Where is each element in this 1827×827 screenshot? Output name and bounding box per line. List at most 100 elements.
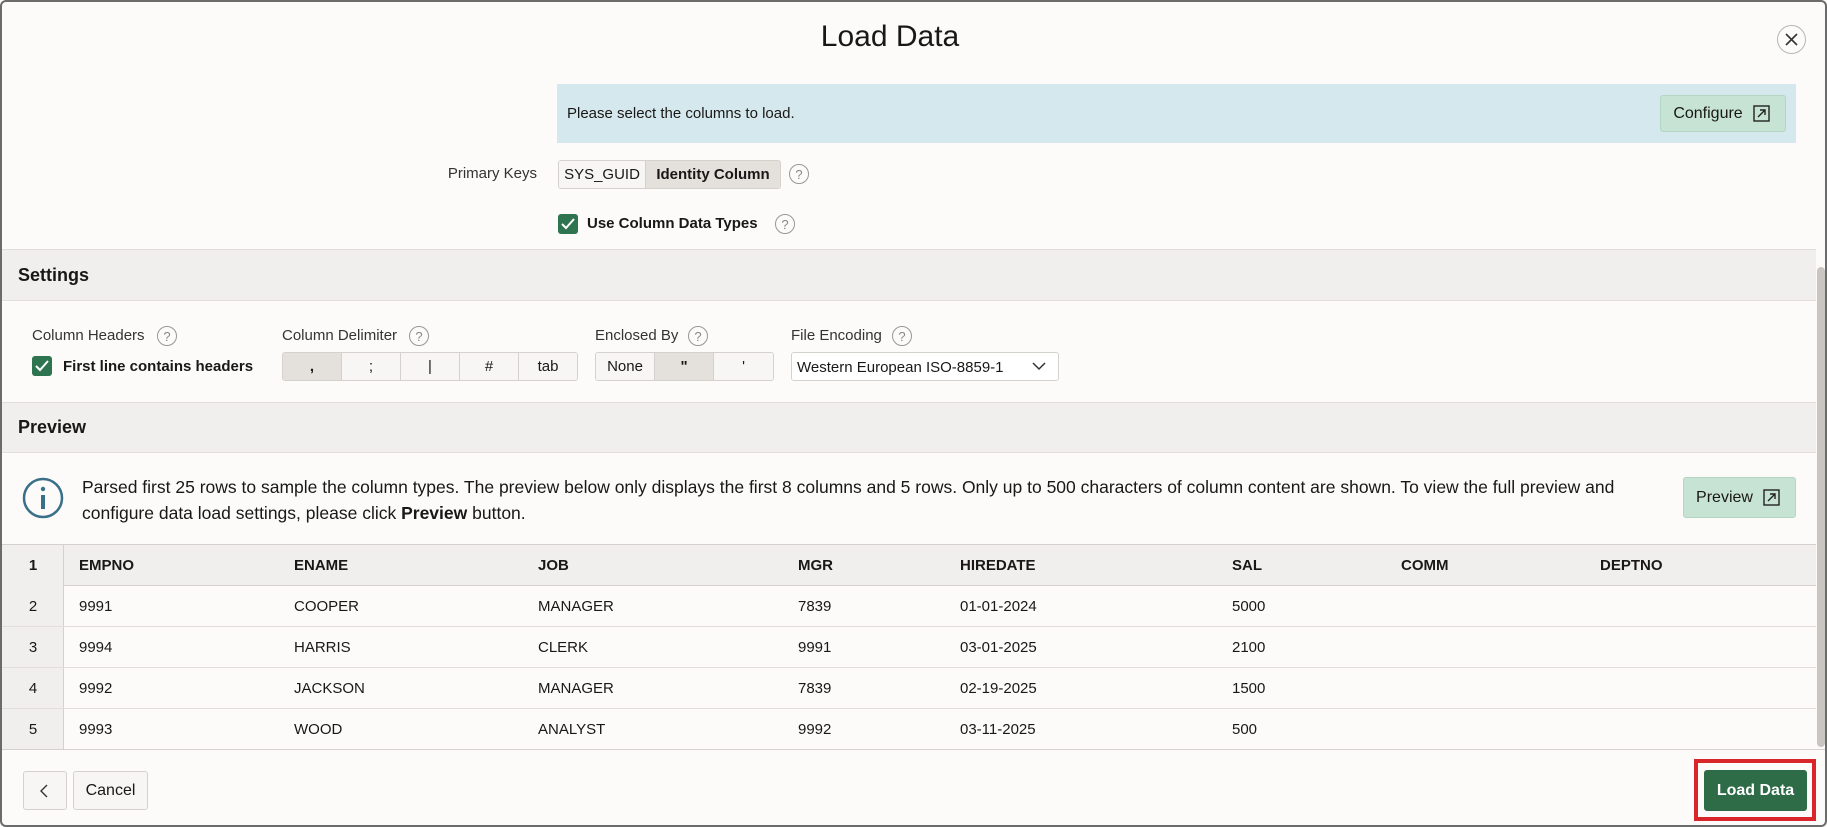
- footer-divider: [2, 749, 1825, 750]
- info-text: Parsed first 25 rows to sample the colum…: [82, 474, 1652, 526]
- header-row: [2, 545, 1816, 586]
- table-cell: MANAGER: [538, 598, 614, 615]
- notice-text: Please select the columns to load.: [567, 105, 795, 122]
- back-icon: [40, 784, 48, 797]
- use-types-label: Use Column Data Types: [587, 215, 758, 232]
- help-icon[interactable]: ?: [409, 326, 429, 346]
- delimiter-option[interactable]: #: [460, 353, 519, 380]
- table-cell: CLERK: [538, 639, 589, 656]
- table-cell: 7839: [798, 680, 832, 697]
- table-cell: 03-01-2025: [960, 639, 1037, 656]
- delimiter-option[interactable]: ;: [342, 353, 401, 380]
- table-cell: JACKSON: [294, 680, 365, 697]
- external-icon: [1752, 104, 1770, 122]
- table-cell: WOOD: [294, 721, 343, 738]
- preview-button-label: Preview: [1696, 488, 1753, 506]
- row-divider: [2, 708, 1816, 709]
- column-header: MGR: [798, 557, 833, 574]
- primary-keys-label: Primary Keys: [447, 165, 537, 182]
- column-header: JOB: [538, 557, 569, 574]
- table-cell: 9994: [79, 639, 113, 656]
- info-text-part: Parsed first 25 rows to sample the colum…: [82, 477, 1615, 523]
- row-number: 3: [28, 639, 38, 656]
- row-number: 1: [28, 557, 38, 574]
- column-header: HIREDATE: [960, 557, 1036, 574]
- chevron-icon: [1032, 362, 1046, 371]
- enclosed-toggle: None " ': [595, 352, 774, 381]
- info-text-bold: Preview: [401, 503, 468, 523]
- column-header: EMPNO: [79, 557, 135, 574]
- field-label: File Encoding: [791, 327, 882, 344]
- table-cell: MANAGER: [538, 680, 614, 697]
- table-cell: ANALYST: [538, 721, 606, 738]
- configure-button[interactable]: Configure: [1660, 95, 1786, 132]
- row-number: 5: [28, 721, 38, 738]
- configure-label: Configure: [1673, 104, 1743, 122]
- settings-header: Settings: [2, 249, 1816, 301]
- load-data-label: Load Data: [1716, 781, 1795, 799]
- preview-header: Preview: [2, 402, 1816, 453]
- cancel-button[interactable]: Cancel: [73, 771, 148, 810]
- enclosed-option[interactable]: ': [714, 353, 773, 380]
- help-icon[interactable]: ?: [892, 326, 912, 346]
- row-number-column: [2, 545, 64, 750]
- table-cell: 5000: [1232, 598, 1266, 615]
- table-cell: 7839: [798, 598, 832, 615]
- table-cell: 2100: [1232, 639, 1266, 656]
- cancel-label: Cancel: [85, 781, 136, 799]
- table-cell: 03-11-2025: [960, 721, 1036, 738]
- info-icon: [22, 477, 64, 519]
- field-label: Enclosed By: [595, 327, 679, 344]
- highlight-box: [1694, 759, 1816, 821]
- check-icon: [561, 218, 575, 230]
- encoding-value: Western European ISO-8859-1: [797, 359, 1004, 376]
- table-cell: 9991: [79, 598, 113, 615]
- table-cell: COOPER: [294, 598, 360, 615]
- scrollbar: [1817, 267, 1825, 747]
- checkbox-label: First line contains headers: [63, 358, 254, 375]
- help-icon[interactable]: ?: [157, 326, 177, 346]
- check-icon: [35, 360, 49, 372]
- table-cell: 1500: [1232, 680, 1266, 697]
- field-label: Column Delimiter: [282, 327, 398, 344]
- notice-banner: Please select the columns to load. Confi…: [557, 84, 1796, 143]
- checkbox[interactable]: [558, 214, 578, 234]
- delimiter-toggle: , ; | # tab: [282, 352, 578, 381]
- column-header: COMM: [1401, 557, 1449, 574]
- table-cell: HARRIS: [294, 639, 351, 656]
- delimiter-option[interactable]: tab: [519, 353, 577, 380]
- row-number: 2: [28, 598, 38, 615]
- help-icon[interactable]: ?: [688, 326, 708, 346]
- pk-option[interactable]: Identity Column: [646, 161, 780, 188]
- table-cell: 9992: [79, 680, 113, 697]
- encoding-select[interactable]: Western European ISO-8859-1: [791, 352, 1059, 381]
- table-cell: 9991: [798, 639, 832, 656]
- row-divider: [2, 626, 1816, 627]
- info-text-part: button.: [472, 503, 526, 523]
- enclosed-option[interactable]: None: [596, 353, 655, 380]
- close-button[interactable]: [1777, 25, 1806, 54]
- row-number: 4: [28, 680, 38, 697]
- close-icon: [1785, 33, 1798, 46]
- primary-keys-toggle: SYS_GUID Identity Column: [558, 160, 781, 189]
- table-cell: 9992: [798, 721, 832, 738]
- preview-button[interactable]: Preview: [1683, 477, 1796, 518]
- preview-table: 1 EMPNO ENAME JOB MGR HIREDATE SAL COMM DEPTNO 2 9…: [2, 544, 1816, 750]
- back-button[interactable]: [23, 771, 67, 810]
- load-data-button[interactable]: Load Data: [1704, 770, 1807, 811]
- column-header: ENAME: [294, 557, 349, 574]
- column-header: SAL: [1232, 557, 1262, 574]
- delimiter-option[interactable]: ,: [283, 353, 342, 380]
- row-divider: [2, 667, 1816, 668]
- pk-option[interactable]: SYS_GUID: [559, 161, 646, 188]
- help-icon[interactable]: ?: [789, 164, 809, 184]
- column-header: DEPTNO: [1600, 557, 1663, 574]
- enclosed-option[interactable]: ": [655, 353, 714, 380]
- table-cell: 02-19-2025: [960, 680, 1037, 697]
- delimiter-option[interactable]: |: [401, 353, 460, 380]
- external-icon: [1763, 488, 1780, 506]
- help-icon[interactable]: ?: [775, 214, 795, 234]
- checkbox[interactable]: [32, 356, 52, 376]
